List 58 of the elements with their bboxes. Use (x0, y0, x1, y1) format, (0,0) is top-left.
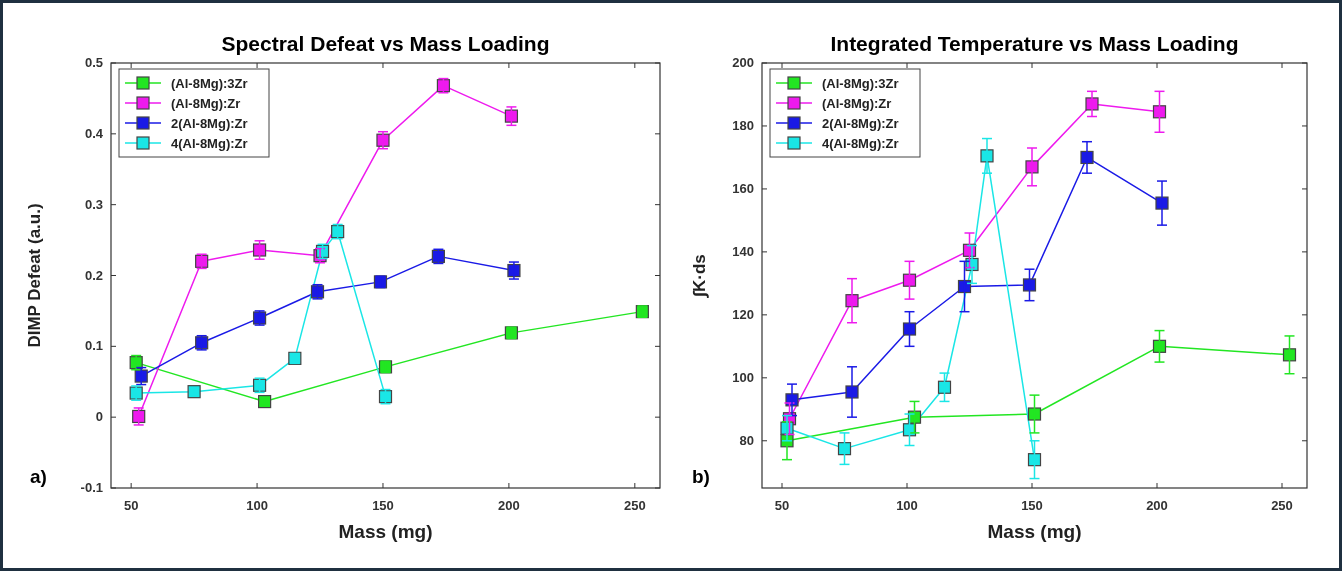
point (937, 380, 952, 394)
legend-label: (Al-8Mg):3Zr (171, 76, 248, 91)
legend-label: 2(Al-8Mg):Zr (822, 116, 899, 131)
point (1152, 105, 1167, 119)
y-tick-label: 80 (739, 432, 754, 448)
point (980, 149, 994, 163)
x-tick-label: 50 (123, 498, 139, 513)
point (845, 294, 859, 308)
y-tick-label: 160 (732, 180, 754, 196)
point (1152, 339, 1167, 353)
y-tick-label: 100 (732, 369, 754, 385)
legend-label: 4(Al-8Mg):Zr (171, 136, 248, 151)
x-tick-label: 150 (1021, 498, 1043, 513)
y-tick-label: -0.1 (80, 480, 103, 495)
point (504, 109, 519, 123)
y-tick-label: 0 (95, 409, 103, 425)
point (1080, 150, 1094, 165)
y-tick-label: 0.1 (84, 338, 103, 354)
y-tick-label: 0.2 (84, 267, 103, 283)
y-tick-label: 0.5 (84, 55, 103, 70)
y-tick-label: 0.4 (84, 125, 104, 141)
point (1025, 160, 1039, 174)
y-tick-label: 200 (732, 55, 754, 70)
x-axis-title: Mass (mg) (338, 521, 433, 542)
point (1085, 97, 1099, 111)
legend-label: (Al-8Mg):Zr (171, 96, 241, 111)
x-tick-label: 250 (1271, 498, 1293, 513)
x-tick-label: 100 (896, 498, 918, 513)
text: b) (692, 466, 710, 487)
legend-label: 4(Al-8Mg):Zr (822, 136, 899, 151)
point (845, 385, 859, 399)
chart-title: Integrated Temperature vs Mass Loading (830, 32, 1239, 55)
y-tick-label: 0.3 (84, 196, 103, 212)
point (902, 322, 917, 336)
x-axis-title: Mass (mg) (987, 521, 1082, 542)
text: a) (30, 466, 47, 487)
y-axis-title: ∫K·ds (690, 254, 709, 299)
point (902, 273, 917, 287)
legend-label: (Al-8Mg):3Zr (822, 76, 899, 91)
point (1282, 348, 1297, 362)
y-tick-label: 180 (732, 117, 754, 133)
point (1027, 453, 1042, 467)
x-tick-label: 50 (774, 498, 790, 513)
point (837, 442, 852, 456)
x-tick-label: 250 (623, 498, 646, 513)
y-tick-label: 140 (732, 243, 754, 259)
legend-label: (Al-8Mg):Zr (822, 96, 892, 111)
point (1027, 407, 1042, 421)
y-axis-title: DIMP Defeat (a.u.) (25, 203, 44, 348)
x-tick-label: 200 (1146, 498, 1168, 513)
y-tick-label: 120 (732, 306, 754, 322)
point (1155, 196, 1169, 210)
legend-label: 2(Al-8Mg):Zr (171, 116, 248, 131)
x-tick-label: 150 (372, 498, 394, 513)
chart-title: Spectral Defeat vs Mass Loading (221, 32, 550, 55)
point (1022, 278, 1037, 292)
x-tick-label: 100 (246, 498, 268, 513)
x-tick-label: 200 (498, 498, 520, 513)
